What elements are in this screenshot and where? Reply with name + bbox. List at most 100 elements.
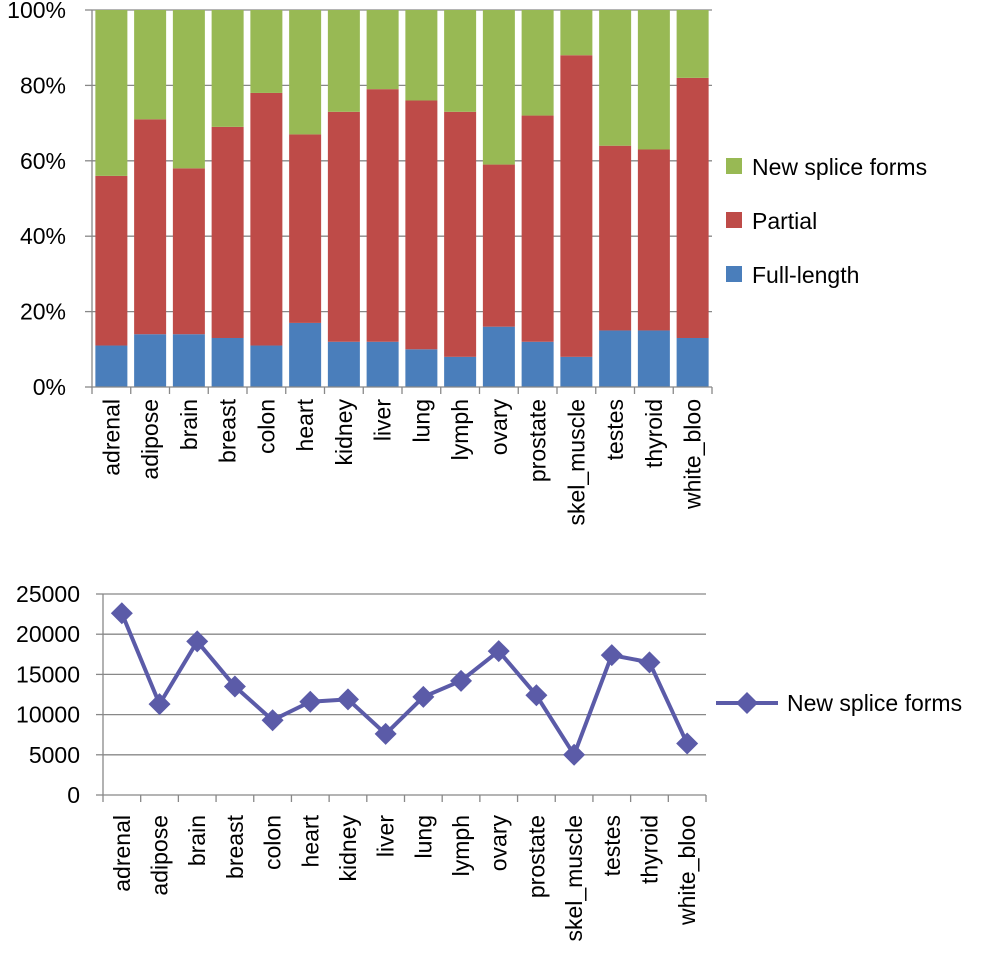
bar-segment-partial xyxy=(482,164,515,327)
x-tick-label: brain xyxy=(176,399,202,450)
x-tick-label: adrenal xyxy=(109,815,135,892)
legend-marker-new-splice-forms xyxy=(736,692,758,714)
data-point-marker xyxy=(186,630,209,653)
bar-segment-full-length xyxy=(521,341,554,387)
y-tick-label: 20% xyxy=(20,299,66,325)
data-point-marker xyxy=(299,690,322,713)
bar-segment-new-splice-forms xyxy=(289,10,322,135)
legend-swatch-partial xyxy=(726,212,742,228)
x-tick-label: lymph xyxy=(448,815,474,876)
bar-segment-partial xyxy=(599,145,632,331)
bar-segment-full-length xyxy=(482,326,515,387)
y-tick-label: 0% xyxy=(33,374,66,400)
bar-segment-partial xyxy=(289,134,322,323)
bar-segment-new-splice-forms xyxy=(211,10,244,127)
x-tick-label: thyroid xyxy=(636,815,662,884)
y-tick-label: 0 xyxy=(67,782,80,808)
bar-segment-partial xyxy=(676,77,709,338)
x-tick-label: ovary xyxy=(486,399,512,456)
data-point-marker xyxy=(600,644,623,667)
x-tick-label: heart xyxy=(297,814,323,867)
bar-segment-partial xyxy=(172,168,205,335)
x-tick-label: colon xyxy=(260,815,286,870)
legend-label-new-splice-forms: New splice forms xyxy=(787,690,962,716)
data-point-marker xyxy=(261,709,284,732)
bar-segment-new-splice-forms xyxy=(521,10,554,116)
x-tick-label: adipose xyxy=(137,399,163,480)
x-tick-label: kidney xyxy=(335,815,361,882)
bar-segment-new-splice-forms xyxy=(95,10,128,176)
bar-segment-full-length xyxy=(172,334,205,387)
legend-swatch-full-length xyxy=(726,266,742,282)
bar-segment-full-length xyxy=(599,330,632,387)
bar-segment-partial xyxy=(250,92,283,346)
bar-segment-partial xyxy=(366,89,399,342)
data-point-marker xyxy=(223,675,246,698)
bar-segment-new-splice-forms xyxy=(599,10,632,146)
legend-label-partial: Partial xyxy=(752,208,817,234)
x-tick-label: heart xyxy=(292,398,318,451)
x-tick-label: adipose xyxy=(147,815,173,896)
data-point-marker xyxy=(450,669,473,692)
bar-segment-partial xyxy=(134,119,167,335)
y-tick-label: 20000 xyxy=(16,621,80,647)
bar-segment-full-length xyxy=(250,345,283,387)
y-tick-label: 60% xyxy=(20,148,66,174)
legend-swatch-new-splice-forms xyxy=(726,158,742,174)
bar-segment-full-length xyxy=(289,322,322,387)
y-tick-label: 5000 xyxy=(29,742,80,768)
bar-segment-partial xyxy=(560,55,593,357)
x-tick-label: adrenal xyxy=(98,399,124,476)
bar-segment-full-length xyxy=(676,337,709,387)
x-tick-label: lung xyxy=(410,815,436,858)
x-tick-label: breast xyxy=(222,814,248,879)
data-point-marker xyxy=(110,602,133,625)
bar-segment-full-length xyxy=(405,349,438,387)
y-tick-label: 80% xyxy=(20,72,66,98)
x-tick-label: prostate xyxy=(523,815,549,898)
x-tick-label: ovary xyxy=(486,815,512,872)
x-tick-label: prostate xyxy=(525,399,551,482)
x-tick-label: breast xyxy=(215,398,241,463)
bar-segment-partial xyxy=(95,175,128,346)
x-tick-label: skel_muscle xyxy=(563,399,589,526)
y-tick-label: 25000 xyxy=(16,581,80,607)
bar-segment-partial xyxy=(405,100,438,350)
x-tick-label: skel_muscle xyxy=(561,815,587,942)
bar-segment-full-length xyxy=(327,341,360,387)
bar-segment-new-splice-forms xyxy=(637,10,670,150)
y-tick-label: 100% xyxy=(7,0,66,23)
data-point-marker xyxy=(676,732,699,755)
x-tick-label: testes xyxy=(602,399,628,460)
bar-segment-partial xyxy=(211,126,244,338)
legend-label-new-splice-forms: New splice forms xyxy=(752,154,927,180)
x-tick-label: kidney xyxy=(331,399,357,466)
series-line-new-splice-forms xyxy=(119,612,689,757)
bar-segment-new-splice-forms xyxy=(366,10,399,90)
x-tick-label: liver xyxy=(370,399,396,442)
y-tick-label: 10000 xyxy=(16,702,80,728)
bar-segment-full-length xyxy=(637,330,670,387)
data-point-marker xyxy=(374,722,397,745)
bar-segment-new-splice-forms xyxy=(250,10,283,93)
bar-segment-full-length xyxy=(444,356,477,387)
bar-segment-new-splice-forms xyxy=(482,10,515,165)
bar-segment-full-length xyxy=(560,356,593,387)
x-tick-label: white_bloo xyxy=(680,399,706,510)
x-tick-label: white_bloo xyxy=(674,815,700,926)
bar-segment-full-length xyxy=(211,337,244,387)
x-tick-label: thyroid xyxy=(641,399,667,468)
bar-segment-partial xyxy=(521,115,554,342)
bar-segment-full-length xyxy=(134,334,167,387)
x-tick-label: lymph xyxy=(447,399,473,460)
data-point-marker xyxy=(336,688,359,711)
bar-segment-new-splice-forms xyxy=(327,10,360,112)
bar-segment-full-length xyxy=(366,341,399,387)
data-point-marker xyxy=(525,684,548,707)
bar-segment-new-splice-forms xyxy=(676,10,709,78)
data-point-marker xyxy=(487,640,510,663)
data-point-marker xyxy=(148,693,171,716)
x-tick-label: liver xyxy=(373,815,399,858)
bar-segment-partial xyxy=(444,111,477,357)
